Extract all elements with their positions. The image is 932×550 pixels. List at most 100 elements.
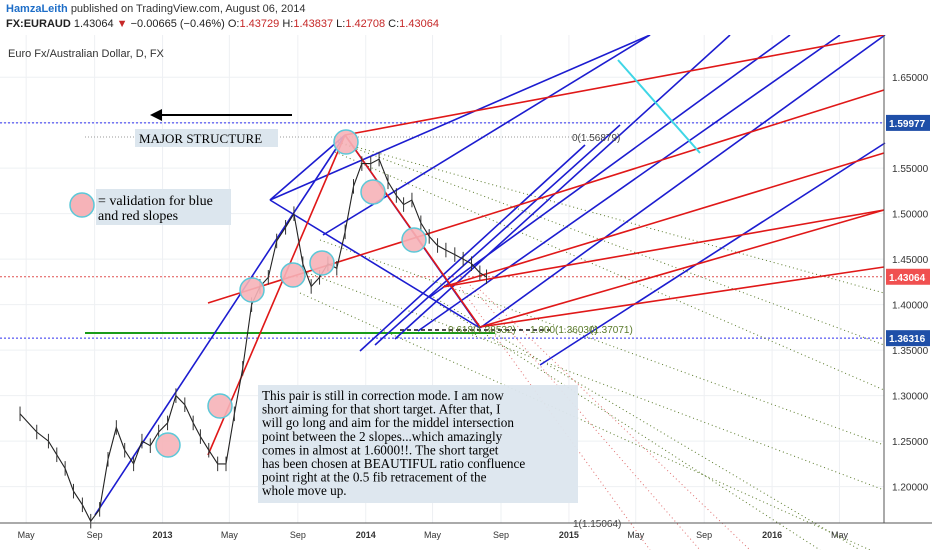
price-tag-label: 1.36316: [889, 334, 926, 345]
fib-label-37071: (1.37071): [590, 325, 633, 336]
annotations-layer: MAJOR STRUCTURE = validation for blueand …: [69, 109, 633, 530]
red-fan-line: [469, 284, 701, 550]
low-label: L:: [336, 18, 346, 30]
red-slope-line: [479, 209, 885, 328]
callout-line: point between the 2 slopes...which amazi…: [262, 429, 503, 444]
y-tick-label: 1.25000: [892, 437, 929, 448]
x-tick-label: 2013: [153, 530, 173, 540]
drawings-layer: [0, 35, 886, 550]
close-value: 1.43064: [399, 18, 439, 30]
x-tick-label: Sep: [290, 530, 306, 540]
x-tick-label: May: [18, 530, 36, 540]
blue-slope-line: [539, 142, 886, 366]
blue-slope-line: [94, 134, 346, 516]
validation-marker: [155, 432, 181, 458]
callout-line: will go long and aim for the middel inte…: [262, 415, 514, 430]
x-tick-label: May: [831, 530, 849, 540]
fib-fan-line: [299, 292, 871, 550]
chart-header: HamzaLeith published on TradingView.com,…: [0, 0, 932, 34]
callout-line: whole move up.: [262, 483, 347, 498]
x-tick-label: 2014: [356, 530, 376, 540]
fib-fan-line: [429, 294, 861, 550]
axes: 1.650001.600001.550001.500001.450001.400…: [0, 35, 932, 540]
low-value: 1.42708: [345, 18, 386, 30]
fib-fan-line: [299, 269, 885, 491]
blue-parallel-line: [359, 144, 586, 352]
y-tick-label: 1.65000: [892, 73, 929, 84]
callout-line: has been chosen at BEAUTIFUL ratio confl…: [262, 456, 525, 471]
blue-slope-line: [479, 35, 886, 329]
cyan-intersection-line: [617, 59, 701, 154]
y-tick-label: 1.40000: [892, 301, 929, 312]
symbol-label[interactable]: FX:EURAUD: [6, 18, 71, 30]
price-tag-label: 1.59977: [889, 119, 926, 130]
ohlc-line: FX:EURAUD 1.43064 ▼ −0.00665 (−0.46%) O:…: [6, 18, 439, 30]
y-tick-label: 1.50000: [892, 210, 929, 221]
x-tick-label: May: [221, 530, 239, 540]
chart-area[interactable]: MAJOR STRUCTURE = validation for blue and …: [0, 35, 932, 550]
major-structure-box: [135, 129, 278, 147]
legend-text-1: = validation for blue: [98, 194, 213, 209]
validation-marker: [280, 262, 306, 288]
blue-parallel-line: [394, 35, 731, 340]
y-tick-label: 1.45000: [892, 255, 929, 266]
x-tick-label: Sep: [87, 530, 103, 540]
validation-marker: [309, 250, 335, 276]
callout-line: point right at the 0.5 fib retracement o…: [262, 470, 487, 485]
validation-marker: [333, 129, 359, 155]
open-label: O:: [227, 18, 240, 30]
callout-box: [258, 385, 578, 503]
validation-marker: [401, 227, 427, 253]
arrow-left-icon: [150, 109, 162, 121]
legend-marker: [69, 192, 95, 218]
validation-markers: [155, 129, 427, 458]
blue-parallel-line: [374, 124, 621, 346]
validation-marker: [207, 393, 233, 419]
callout-line: comes in almost at 1.6000!!. The short t…: [262, 442, 499, 457]
price-tag-bg: [886, 268, 930, 285]
chart-title: Euro Fx/Australian Dollar, D, FX: [8, 48, 165, 60]
y-tick-label: 1.35000: [892, 346, 929, 357]
validation-marker: [239, 277, 265, 303]
legend-text-2: and red slopes: [98, 209, 178, 224]
down-arrow-icon: ▼: [116, 18, 128, 30]
red-slope-line: [344, 35, 885, 136]
high-label: H:: [282, 18, 294, 30]
callout-line: This pair is still in correction mode. I…: [262, 388, 504, 403]
y-tick-label: 1.30000: [892, 392, 929, 403]
publisher-line: HamzaLeith published on TradingView.com,…: [6, 3, 305, 15]
x-tick-label: May: [627, 530, 645, 540]
high-value: 1.43837: [293, 18, 334, 30]
x-tick-label: May: [424, 530, 442, 540]
fib-fan-line: [439, 304, 821, 550]
red-slope-line: [442, 209, 885, 288]
price-tag-bg: [886, 114, 930, 131]
y-tick-label: 1.55000: [892, 164, 929, 175]
fib-fan-line: [337, 141, 885, 294]
red-slope-line: [479, 266, 885, 328]
close-label: C:: [388, 18, 400, 30]
validation-marker: [360, 179, 386, 205]
blue-slope-line: [269, 35, 651, 201]
x-tick-label: Sep: [696, 530, 712, 540]
price-tag-label: 1.43064: [889, 273, 926, 284]
fib-label-1000: 1.000(1.36030): [530, 325, 598, 336]
author-link[interactable]: HamzaLeith: [6, 3, 68, 15]
x-tick-label: 2016: [762, 530, 782, 540]
callout-line: short aiming for that short target. Afte…: [262, 402, 501, 417]
price-tag-bg: [886, 330, 930, 347]
price-chart[interactable]: MAJOR STRUCTURE = validation for blueand …: [0, 35, 932, 550]
blue-slope-line: [269, 199, 481, 329]
blue-slope-line: [269, 134, 346, 201]
red-fan-line: [479, 289, 751, 550]
fib-bottom-label: 1(1.15064): [573, 519, 621, 530]
fib-fan-line: [319, 239, 885, 446]
x-tick-label: 2015: [559, 530, 579, 540]
legend-box: [96, 189, 231, 225]
fib-top-label: 0(1.56879): [572, 133, 620, 144]
major-structure-label: MAJOR STRUCTURE: [139, 131, 262, 146]
x-tick-label: Sep: [493, 530, 509, 540]
blue-parallel-line: [417, 35, 841, 332]
open-value: 1.43729: [239, 18, 280, 30]
red-slope-line: [442, 152, 885, 288]
